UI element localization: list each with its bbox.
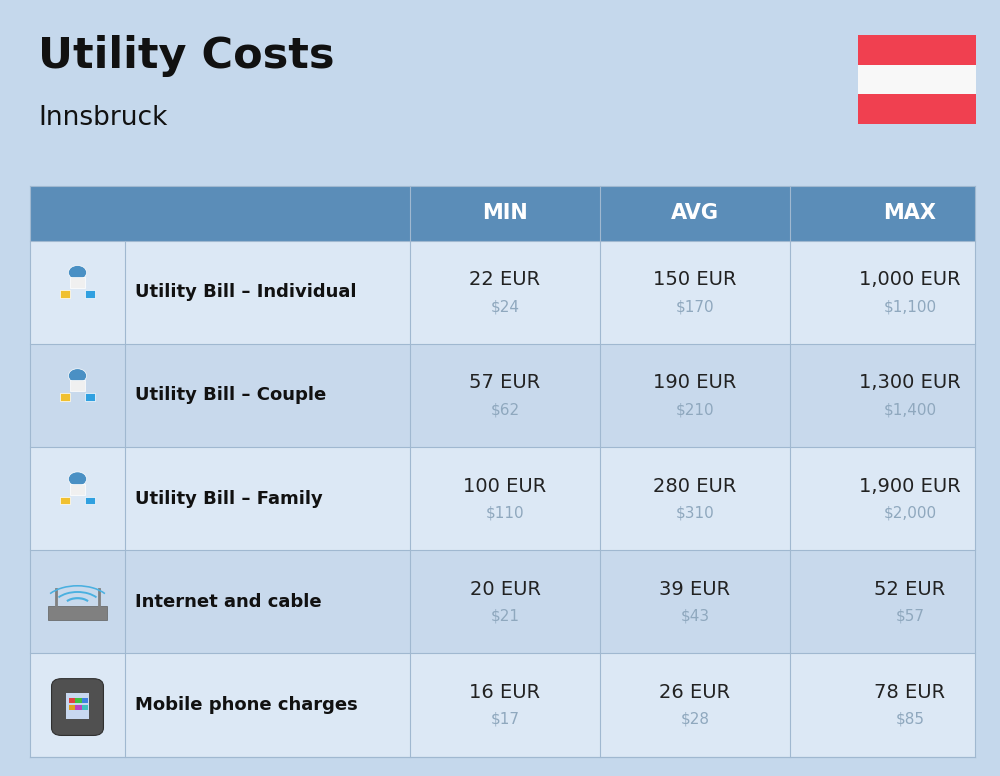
Text: $210: $210	[676, 402, 714, 417]
Text: 22 EUR: 22 EUR	[469, 270, 541, 289]
Text: Innsbruck: Innsbruck	[38, 105, 167, 131]
FancyBboxPatch shape	[69, 705, 75, 710]
FancyBboxPatch shape	[69, 698, 75, 703]
Text: 20 EUR: 20 EUR	[470, 580, 540, 599]
Text: 39 EUR: 39 EUR	[659, 580, 731, 599]
FancyBboxPatch shape	[30, 447, 975, 550]
FancyBboxPatch shape	[858, 35, 976, 64]
Text: 100 EUR: 100 EUR	[463, 476, 547, 496]
Text: Internet and cable: Internet and cable	[135, 593, 322, 611]
Text: $43: $43	[680, 608, 710, 624]
Text: $28: $28	[680, 712, 710, 727]
Text: $85: $85	[896, 712, 924, 727]
FancyBboxPatch shape	[75, 705, 82, 710]
Text: 190 EUR: 190 EUR	[653, 373, 737, 393]
FancyBboxPatch shape	[85, 393, 95, 401]
FancyBboxPatch shape	[85, 497, 95, 504]
FancyBboxPatch shape	[30, 186, 975, 241]
FancyBboxPatch shape	[30, 550, 975, 653]
Text: AVG: AVG	[671, 203, 719, 223]
Text: $2,000: $2,000	[883, 505, 937, 521]
Text: $170: $170	[676, 299, 714, 314]
FancyBboxPatch shape	[60, 393, 70, 401]
Text: 52 EUR: 52 EUR	[874, 580, 946, 599]
Text: 57 EUR: 57 EUR	[469, 373, 541, 393]
Text: 78 EUR: 78 EUR	[874, 683, 946, 702]
Text: Utility Bill – Individual: Utility Bill – Individual	[135, 283, 356, 301]
FancyBboxPatch shape	[30, 241, 975, 344]
FancyBboxPatch shape	[48, 606, 107, 620]
Text: $57: $57	[896, 608, 924, 624]
Text: $21: $21	[490, 608, 520, 624]
Text: Utility Bill – Couple: Utility Bill – Couple	[135, 386, 326, 404]
Text: 1,300 EUR: 1,300 EUR	[859, 373, 961, 393]
Text: 1,000 EUR: 1,000 EUR	[859, 270, 961, 289]
FancyBboxPatch shape	[858, 95, 976, 124]
FancyBboxPatch shape	[60, 497, 70, 504]
Text: $24: $24	[490, 299, 520, 314]
Text: $1,100: $1,100	[883, 299, 937, 314]
Text: 26 EUR: 26 EUR	[659, 683, 731, 702]
Text: 16 EUR: 16 EUR	[469, 683, 541, 702]
FancyBboxPatch shape	[858, 64, 976, 95]
Text: $110: $110	[486, 505, 524, 521]
Text: Utility Bill – Family: Utility Bill – Family	[135, 490, 323, 508]
Circle shape	[68, 265, 87, 279]
Text: Mobile phone charges: Mobile phone charges	[135, 696, 358, 714]
Circle shape	[68, 472, 87, 486]
Circle shape	[68, 369, 87, 383]
Text: MIN: MIN	[482, 203, 528, 223]
Text: 280 EUR: 280 EUR	[653, 476, 737, 496]
Text: $62: $62	[490, 402, 520, 417]
FancyBboxPatch shape	[70, 277, 85, 288]
Text: MAX: MAX	[884, 203, 936, 223]
FancyBboxPatch shape	[66, 693, 89, 719]
FancyBboxPatch shape	[82, 698, 88, 703]
FancyBboxPatch shape	[60, 290, 70, 298]
FancyBboxPatch shape	[70, 380, 85, 391]
Text: 150 EUR: 150 EUR	[653, 270, 737, 289]
FancyBboxPatch shape	[30, 653, 975, 757]
Text: Utility Costs: Utility Costs	[38, 35, 334, 77]
Text: $17: $17	[490, 712, 520, 727]
FancyBboxPatch shape	[85, 290, 95, 298]
Text: 1,900 EUR: 1,900 EUR	[859, 476, 961, 496]
FancyBboxPatch shape	[52, 679, 103, 736]
FancyBboxPatch shape	[30, 344, 975, 447]
Text: $310: $310	[676, 505, 714, 521]
FancyBboxPatch shape	[70, 483, 85, 494]
FancyBboxPatch shape	[82, 705, 88, 710]
FancyBboxPatch shape	[75, 698, 82, 703]
Text: $1,400: $1,400	[883, 402, 937, 417]
